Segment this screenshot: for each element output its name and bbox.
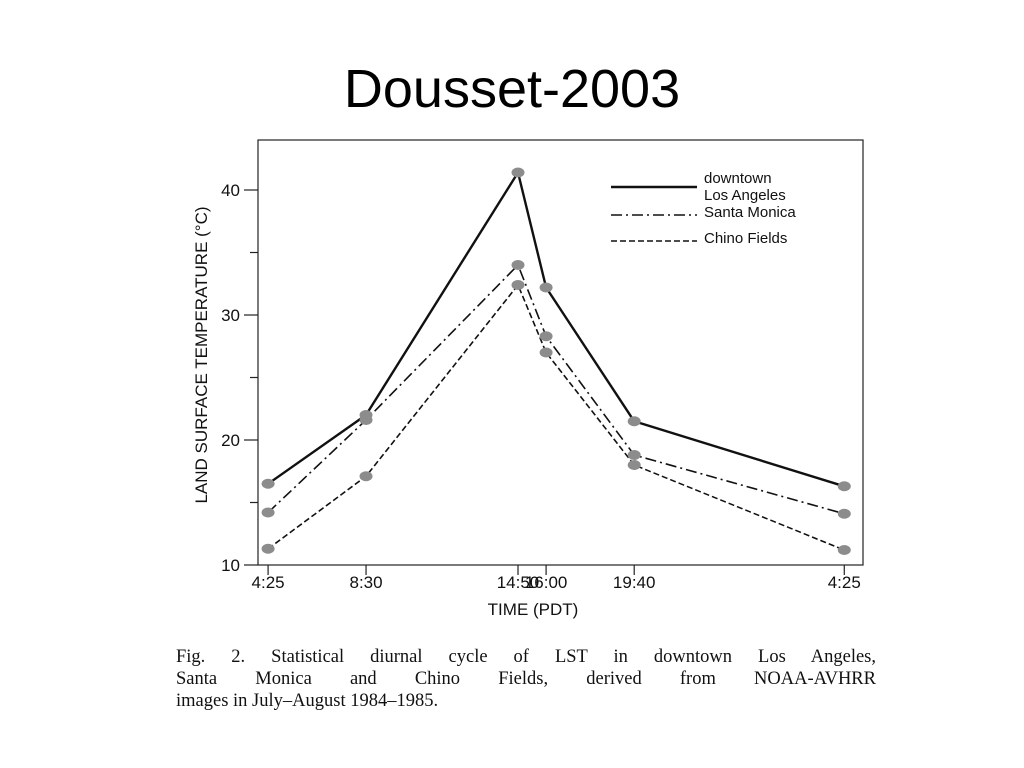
data-point — [261, 507, 275, 518]
data-point — [627, 460, 641, 470]
data-point — [837, 481, 851, 492]
data-point — [511, 260, 525, 270]
x-axis-label: TIME (PDT) — [488, 600, 579, 619]
data-point — [539, 331, 553, 342]
y-axis: 10 20 30 40 — [221, 181, 258, 575]
legend-label: downtown — [704, 170, 772, 187]
y-tick-label: 10 — [221, 556, 240, 575]
data-point — [359, 415, 373, 425]
series-line-0 — [267, 171, 845, 488]
data-point — [627, 416, 641, 427]
caption-line: images in July–August 1984–1985. — [176, 691, 439, 711]
y-tick-label: 30 — [221, 306, 240, 325]
x-tick-label: 4:25 — [252, 573, 285, 592]
data-point — [511, 280, 525, 290]
data-point — [359, 471, 373, 482]
x-tick-label: 16:00 — [525, 573, 568, 592]
data-point — [627, 450, 641, 460]
caption-line: Fig. 2. Statistical diurnal cycle of LST… — [176, 647, 876, 667]
x-tick-label: 8:30 — [349, 573, 382, 592]
plot-frame — [257, 139, 864, 566]
data-point — [261, 543, 275, 554]
data-point — [261, 478, 275, 489]
x-tick-label: 19:40 — [613, 573, 656, 592]
slide-title: Dousset-2003 — [343, 59, 681, 119]
caption-line: Santa Monica and Chino Fields, derived f… — [176, 669, 876, 689]
y-axis-label: LAND SURFACE TEMPERATURE (°C) — [192, 206, 211, 503]
data-point — [511, 167, 525, 178]
data-point — [539, 282, 553, 293]
legend-label: Santa Monica — [704, 204, 796, 221]
series-lines — [267, 171, 845, 551]
x-tick-label: 4:25 — [828, 573, 861, 592]
data-point — [539, 347, 553, 358]
series-line-2 — [267, 284, 845, 551]
legend-label: Los Angeles — [704, 187, 786, 204]
data-point — [837, 508, 851, 519]
figure-caption: Fig. 2. Statistical diurnal cycle of LST… — [176, 646, 876, 712]
legend-label: Chino Fields — [704, 230, 787, 247]
y-tick-label: 20 — [221, 431, 240, 450]
x-tick-label: 14:50 — [497, 573, 540, 592]
y-tick-label: 40 — [221, 181, 240, 200]
series-markers — [261, 167, 851, 555]
data-point — [837, 545, 851, 555]
series-line-1 — [267, 264, 845, 515]
